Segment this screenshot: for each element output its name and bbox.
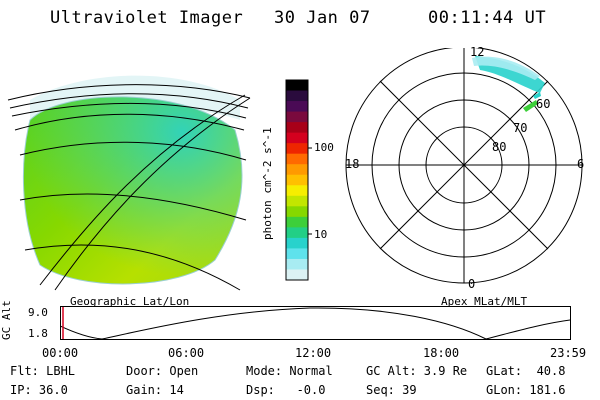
colorbar-segment	[286, 206, 308, 218]
gc-alt-value: GC Alt: 3.9 Re	[366, 364, 468, 378]
colorbar-segment	[286, 237, 308, 249]
polar-plot	[345, 48, 583, 284]
colorbar-segment	[286, 90, 308, 102]
dsp-value: Dsp: -0.0	[246, 383, 326, 397]
x-tick-0000: 00:00	[42, 346, 79, 360]
colorbar-segment	[286, 132, 308, 144]
door-value: Door: Open	[126, 364, 199, 378]
gc-alt-timeline	[60, 306, 571, 340]
y-tick-9: 9.0	[28, 306, 48, 319]
mlt-label-18: 18	[345, 157, 360, 171]
x-tick-1800: 18:00	[423, 346, 460, 360]
y-tick-1-8: 1.8	[28, 327, 48, 340]
glat-value: GLat: 40.8	[486, 364, 566, 378]
colorbar-tick-100: 100	[314, 141, 334, 154]
date-label: 30 Jan 07	[274, 8, 371, 28]
mlt-label-0: 0	[468, 277, 476, 291]
colorbar-segment	[286, 195, 308, 207]
colorbar-segment	[286, 248, 308, 260]
seq-value: Seq: 39	[366, 383, 417, 397]
mlt-label-12: 12	[470, 45, 485, 59]
colorbar-segment	[286, 80, 308, 92]
mode-value: Mode: Normal	[246, 364, 333, 378]
lat-label-80: 80	[492, 140, 507, 154]
x-tick-0600: 06:00	[168, 346, 205, 360]
mlt-label-6: 6	[577, 157, 585, 171]
latlon-grid	[7, 84, 251, 291]
colorbar-segment	[286, 216, 308, 228]
geographic-caption: Geographic Lat/Lon	[70, 295, 190, 308]
x-tick-2359: 23:59	[550, 346, 587, 360]
colorbar-segment	[286, 227, 308, 239]
apex-caption: Apex MLat/MLT	[441, 295, 528, 308]
colorbar-unit-label: photon cm^-2 s^-1	[261, 127, 274, 240]
colorbar	[285, 79, 312, 281]
colorbar-segment	[286, 122, 308, 134]
gain-value: Gain: 14	[126, 383, 184, 397]
colorbar-segment	[286, 143, 308, 155]
geographic-image	[7, 75, 251, 291]
colorbar-segment	[286, 101, 308, 113]
lat-label-60: 60	[536, 97, 551, 111]
colorbar-segment	[286, 153, 308, 165]
time-label: 00:11:44 UT	[428, 8, 547, 28]
colorbar-segment	[286, 185, 308, 197]
instrument-title: Ultraviolet Imager	[50, 8, 244, 28]
colorbar-segment	[286, 164, 308, 176]
colorbar-segment	[286, 111, 308, 123]
altitude-curve	[60, 307, 571, 340]
lat-label-70: 70	[513, 121, 528, 135]
colorbar-segment	[286, 258, 308, 270]
colorbar-segment	[286, 269, 308, 281]
gc-alt-axis-label: GC Alt	[0, 300, 13, 340]
colorbar-tick-10: 10	[314, 228, 328, 241]
colorbar-scale	[286, 80, 308, 281]
x-tick-1200: 12:00	[295, 346, 332, 360]
glon-value: GLon: 181.6	[486, 383, 566, 397]
filter-value: Flt: LBHL	[10, 364, 76, 378]
ip-value: IP: 36.0	[10, 383, 68, 397]
colorbar-segment	[286, 174, 308, 186]
aurora-patch-small	[523, 100, 538, 112]
